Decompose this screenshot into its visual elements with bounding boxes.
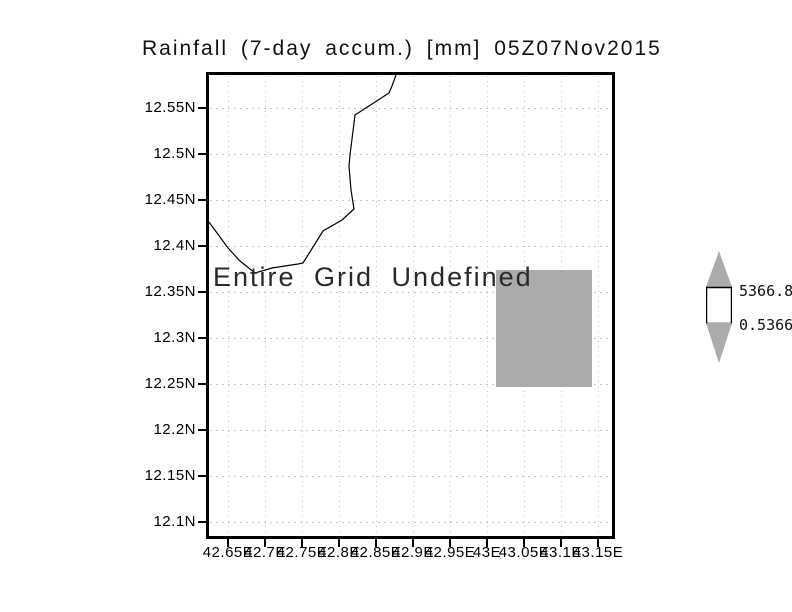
x-tick <box>597 539 599 547</box>
x-gridline <box>339 76 340 535</box>
y-tick <box>198 153 206 155</box>
y-gridline <box>210 476 611 477</box>
x-tick-label: 42.9E <box>392 544 434 561</box>
y-gridline <box>210 246 611 247</box>
y-tick-label: 12.5N <box>153 145 196 162</box>
y-tick-label: 12.55N <box>144 99 196 116</box>
y-tick <box>198 429 206 431</box>
x-gridline <box>450 76 451 535</box>
map-frame: Entire Grid Undefined <box>198 72 615 547</box>
y-tick-label: 12.3N <box>153 329 196 346</box>
x-tick-label: 43.1E <box>540 544 582 561</box>
y-tick-label: 12.2N <box>153 421 196 438</box>
y-tick-label: 12.15N <box>144 467 196 484</box>
y-gridline <box>210 292 611 293</box>
y-gridline <box>210 338 611 339</box>
x-tick-label: 42.95E <box>424 544 476 561</box>
x-gridline <box>413 76 414 535</box>
x-gridline <box>376 76 377 535</box>
y-tick-label: 12.35N <box>144 283 196 300</box>
colorbar-max-label: 5366.88 <box>739 282 792 300</box>
x-tick-label: 43.05E <box>498 544 550 561</box>
x-gridline <box>265 76 266 535</box>
x-tick-label: 43.15E <box>572 544 624 561</box>
x-gridline <box>228 76 229 535</box>
colorbar-mid-cell <box>705 286 733 325</box>
x-tick <box>449 539 451 547</box>
colorbar <box>705 251 733 363</box>
y-gridline <box>210 384 611 385</box>
y-gridline <box>210 108 611 109</box>
undefined-message: Entire Grid Undefined <box>213 262 533 292</box>
x-tick <box>264 539 266 547</box>
y-gridline <box>210 522 611 523</box>
x-gridline <box>487 76 488 535</box>
y-tick <box>198 245 206 247</box>
colorbar-up-arrow-icon <box>706 251 732 287</box>
coastline-path <box>209 75 397 274</box>
y-tick <box>198 291 206 293</box>
x-tick-label: 42.7E <box>244 544 286 561</box>
x-gridline <box>302 76 303 535</box>
y-tick <box>198 199 206 201</box>
x-tick <box>375 539 377 547</box>
y-gridline <box>210 430 611 431</box>
y-tick-label: 12.45N <box>144 191 196 208</box>
x-gridline <box>598 76 599 535</box>
shaded-undefined-region <box>496 270 592 387</box>
colorbar-min-label: 0.536688 <box>739 316 792 334</box>
x-tick <box>301 539 303 547</box>
x-tick <box>560 539 562 547</box>
x-tick <box>523 539 525 547</box>
y-tick-label: 12.1N <box>153 513 196 530</box>
x-tick <box>338 539 340 547</box>
colorbar-down-arrow-icon <box>706 323 732 363</box>
coastline <box>209 75 397 274</box>
plot-title: Rainfall (7-day accum.) [mm] 05Z07Nov201… <box>142 37 662 60</box>
y-tick-label: 12.4N <box>153 237 196 254</box>
y-tick <box>198 337 206 339</box>
x-tick <box>486 539 488 547</box>
y-tick <box>198 107 206 109</box>
y-gridline <box>210 154 611 155</box>
x-tick-label: 42.8E <box>318 544 360 561</box>
x-tick <box>227 539 229 547</box>
y-tick <box>198 475 206 477</box>
y-tick-label: 12.25N <box>144 375 196 392</box>
x-tick <box>412 539 414 547</box>
x-tick-label: 42.85E <box>350 544 402 561</box>
x-tick-label: 43E <box>472 544 502 561</box>
x-tick-label: 42.65E <box>202 544 254 561</box>
x-tick-label: 42.75E <box>276 544 328 561</box>
y-tick <box>198 521 206 523</box>
y-tick <box>198 383 206 385</box>
y-gridline <box>210 200 611 201</box>
